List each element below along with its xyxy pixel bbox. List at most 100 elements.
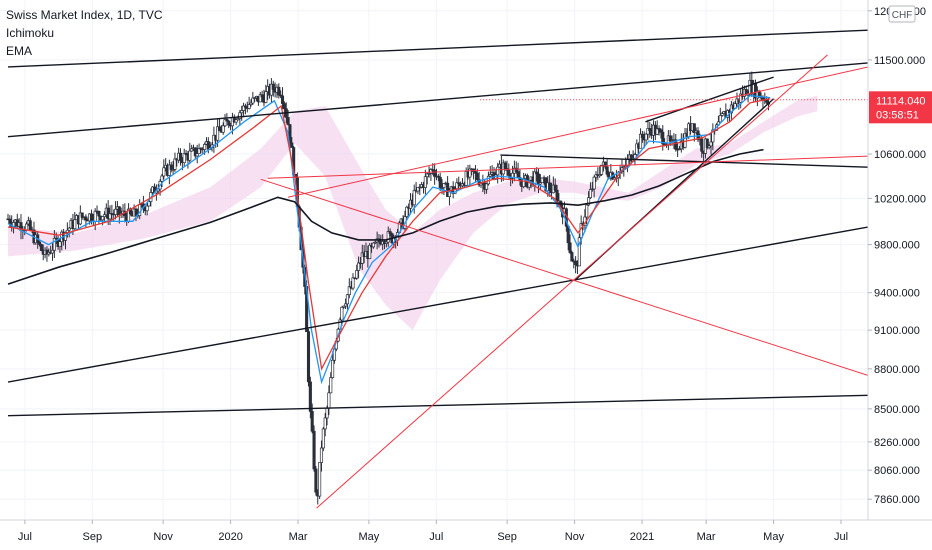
- candle-body: [431, 169, 435, 171]
- candle-body: [308, 381, 312, 412]
- price-axis[interactable]: 12000.00011500.00010600.00010200.0009800…: [867, 0, 932, 550]
- candle-body: [442, 183, 446, 188]
- candle-body: [169, 164, 173, 170]
- time-axis-background: [0, 520, 932, 550]
- candle-body: [206, 141, 210, 150]
- currency-button[interactable]: CHF: [888, 5, 916, 23]
- price-tick-label: 9100.000: [874, 325, 920, 337]
- candle-body: [433, 169, 437, 177]
- time-axis-ticks: Jul Sep Nov 2020 Mar May Jul Sep Nov 2021 Mar May Ju…: [18, 520, 848, 543]
- candle-body: [182, 153, 186, 164]
- price-tick-label: 9400.000: [874, 288, 920, 300]
- candle-body: [473, 171, 477, 174]
- candle-body: [193, 147, 197, 157]
- candle-body: [340, 306, 344, 321]
- candle-body: [720, 113, 724, 116]
- candle-body: [8, 218, 12, 224]
- price-tick-label: 8260.000: [874, 437, 920, 449]
- candle-body: [260, 94, 264, 98]
- candle-body: [677, 148, 682, 150]
- candle-body: [167, 164, 171, 176]
- ichimoku-conversion-line: [7, 94, 771, 385]
- candle-body: [312, 430, 316, 470]
- candle-body: [89, 213, 94, 221]
- candle-body: [271, 83, 275, 90]
- candle-body: [221, 125, 225, 133]
- candle-body: [84, 216, 88, 221]
- ichimoku-cloud: [8, 95, 818, 331]
- candle-body: [216, 126, 220, 141]
- currency-button-label: CHF: [892, 10, 913, 21]
- candle-body: [510, 172, 515, 179]
- symbol-title[interactable]: Swiss Market Index, 1D, TVC: [6, 8, 163, 22]
- indicator-ema[interactable]: EMA: [6, 44, 33, 58]
- time-axis[interactable]: Jul Sep Nov 2020 Mar May Jul Sep Nov 2021 Mar May Ju…: [0, 519, 932, 550]
- candle-body: [290, 142, 294, 148]
- candle-body: [538, 182, 542, 185]
- candle-body: [425, 173, 429, 178]
- candle-body: [108, 213, 112, 220]
- candle-body: [173, 158, 177, 170]
- candle-body: [533, 171, 537, 186]
- candle-body: [329, 377, 333, 394]
- candle-body: [195, 153, 199, 157]
- candle-body: [600, 164, 604, 175]
- indicator-ichimoku[interactable]: Ichimoku: [6, 26, 55, 40]
- candle-body: [457, 182, 461, 185]
- candle-body: [668, 135, 672, 142]
- time-tick-label: Mar: [697, 531, 716, 543]
- candle-body: [553, 184, 557, 191]
- candle-body: [73, 219, 77, 230]
- candle-body: [640, 133, 644, 139]
- candle-body: [238, 112, 242, 119]
- candle-body: [80, 212, 84, 218]
- candle-body: [587, 197, 591, 206]
- candle-body: [446, 182, 450, 197]
- candle-body: [429, 169, 433, 174]
- price-tick-label: 8060.000: [874, 465, 920, 477]
- candle-body: [286, 117, 290, 125]
- candle-body: [247, 104, 251, 109]
- countdown-timer: 03:58:51: [876, 109, 919, 121]
- candle-body: [488, 174, 492, 177]
- candle-body: [485, 183, 489, 190]
- trendlines: [7, 29, 868, 509]
- trendline-black: [7, 226, 868, 383]
- candle-body: [516, 171, 520, 178]
- candle-body: [314, 468, 318, 493]
- candle-body: [423, 176, 427, 189]
- candle-body: [50, 249, 55, 254]
- candle-body: [217, 126, 222, 131]
- time-tick-label: Sep: [83, 531, 103, 543]
- candle-body: [37, 241, 42, 245]
- candle-body: [655, 128, 659, 135]
- last-price-badge-background: [869, 91, 932, 124]
- candle-body: [507, 169, 511, 176]
- candle-body: [52, 237, 56, 251]
- trendline-red: [267, 155, 868, 179]
- chart-legend: Swiss Market Index, 1D, TVC Ichimoku EMA: [6, 6, 163, 60]
- candle-body: [344, 303, 348, 307]
- candle-body: [171, 169, 175, 171]
- candle-body: [540, 177, 544, 184]
- candle-body: [225, 119, 229, 122]
- price-tick-label: 10200.000: [874, 193, 926, 205]
- candle-body: [355, 270, 359, 279]
- candle-body: [692, 123, 696, 133]
- trendline-black: [500, 154, 868, 168]
- candle-body: [412, 189, 416, 206]
- candle-body: [67, 227, 71, 231]
- candle-body: [574, 260, 578, 265]
- price-tick-label: 11500.000: [874, 55, 925, 67]
- candle-body: [178, 152, 183, 161]
- candle-body: [134, 208, 138, 216]
- time-tick-label: Nov: [153, 531, 173, 543]
- candle-body: [234, 119, 238, 123]
- candle-body: [282, 103, 286, 110]
- candle-body: [477, 179, 481, 186]
- time-tick-label: May: [358, 531, 379, 543]
- time-tick-label: Jul: [429, 531, 443, 543]
- candle-body: [590, 188, 594, 191]
- candle-body: [323, 417, 327, 430]
